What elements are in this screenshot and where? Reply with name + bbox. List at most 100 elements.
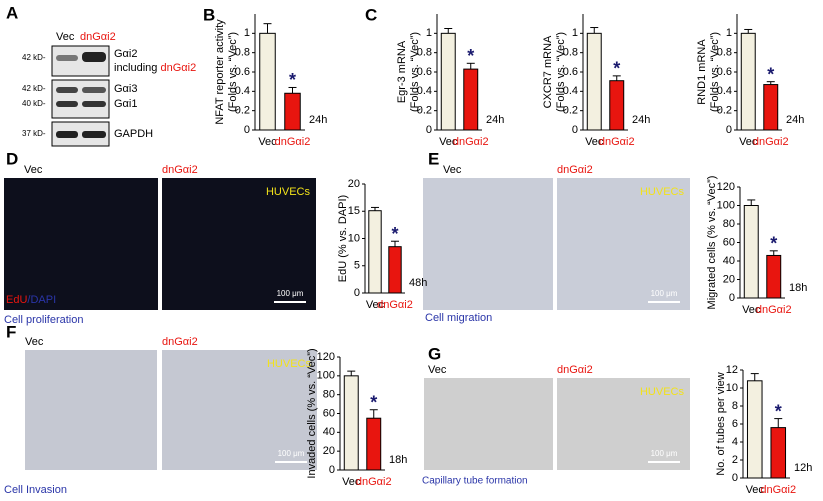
y-tick-label: 20 <box>723 273 735 285</box>
annotation: * <box>775 401 782 421</box>
y-axis-label: CXCR7 mRNA <box>542 35 554 108</box>
y-tick-label: 0 <box>426 124 432 136</box>
bar <box>743 205 759 299</box>
condition-label: Vec <box>24 164 43 176</box>
band <box>82 52 106 62</box>
y-tick-label: 40 <box>323 426 335 438</box>
stain-text: EdU <box>6 294 27 306</box>
y-axis-label: NFAT reporter activity <box>214 19 226 125</box>
y-tick-label: 0.2 <box>563 105 578 117</box>
y-tick-label: 1 <box>244 27 250 39</box>
y-tick-label: 100 <box>717 199 735 211</box>
x-tick-label: Vec <box>739 136 758 148</box>
y-tick-label: 20 <box>348 178 360 190</box>
y-axis-label: Migrated cells (% vs. “Vec”) <box>706 176 718 310</box>
y-axis-label: Invaded cells (% vs. “Vec”) <box>306 348 318 478</box>
x-tick-label: Vec <box>342 476 361 488</box>
caption: Cell proliferation <box>4 314 83 326</box>
y-tick-label: 5 <box>354 260 360 272</box>
cell-label: HUVECs <box>266 186 311 198</box>
y-axis-label: EdU (% vs. DAPI) <box>337 195 349 282</box>
note-text: dnGαi2 <box>160 62 196 74</box>
y-tick-label: 0.8 <box>563 47 578 59</box>
y-tick-label: 1 <box>726 27 732 39</box>
scale-label: 100 μm <box>277 289 304 298</box>
band <box>82 131 106 138</box>
x-tick-label: dnGαi2 <box>760 484 796 496</box>
y-tick-label: 8 <box>732 400 738 412</box>
y-tick-label: 0 <box>726 124 732 136</box>
y-tick-label: 12 <box>726 364 738 376</box>
blot-box <box>51 79 110 119</box>
x-tick-label: Vec <box>742 304 761 316</box>
bar <box>284 92 301 131</box>
y-tick-label: 0.6 <box>717 66 732 78</box>
x-tick-label: Vec <box>746 484 765 496</box>
bar <box>746 380 763 479</box>
annotation: * <box>289 70 296 90</box>
y-tick-label: 0.6 <box>235 66 250 78</box>
y-axis-label: (Folds vs. “Vec”) <box>227 32 239 112</box>
panel-label: D <box>6 149 18 168</box>
cell-label: HUVECs <box>640 186 685 198</box>
y-tick-label: 10 <box>348 232 360 244</box>
x-tick-label: Vec <box>585 136 604 148</box>
y-tick-label: 0.6 <box>417 66 432 78</box>
photo <box>424 378 553 470</box>
band <box>56 131 78 138</box>
band <box>56 87 78 93</box>
y-tick-label: 20 <box>323 445 335 457</box>
note: 48h <box>409 277 427 289</box>
y-axis-label: (Folds vs. “Vec”) <box>555 32 567 112</box>
caption: Cell migration <box>425 312 492 324</box>
x-tick-label: dnGαi2 <box>453 136 489 148</box>
annotation: * <box>770 234 777 254</box>
y-tick-label: 120 <box>717 181 735 193</box>
y-tick-label: 60 <box>323 407 335 419</box>
note: 24h <box>632 114 650 126</box>
photo <box>162 178 316 310</box>
panel-label: C <box>365 5 377 24</box>
marker: 42 kD- <box>22 84 46 93</box>
y-tick-label: 0 <box>732 472 738 484</box>
bar <box>763 84 779 131</box>
y-tick-label: 0 <box>572 124 578 136</box>
y-tick-label: 0 <box>729 292 735 304</box>
y-tick-label: 0.6 <box>563 66 578 78</box>
y-tick-label: 0 <box>354 287 360 299</box>
annotation: * <box>467 46 474 66</box>
y-axis-label: Egr-3 mRNA <box>396 40 408 103</box>
y-axis-label: RND1 mRNA <box>696 39 708 105</box>
bar <box>440 32 456 131</box>
y-tick-label: 0.8 <box>717 47 732 59</box>
annotation: * <box>391 224 398 244</box>
bar <box>343 375 359 471</box>
photo <box>557 378 690 470</box>
photo <box>423 178 553 310</box>
note: 12h <box>794 462 812 474</box>
caption: Cell Invasion <box>4 484 67 496</box>
protein: Gαi1 <box>114 98 137 110</box>
bar <box>766 254 782 299</box>
condition-label: dnGαi2 <box>557 364 593 376</box>
x-tick-label: dnGαi2 <box>356 476 392 488</box>
y-tick-label: 0.4 <box>717 85 732 97</box>
scale-label: 100 μm <box>278 449 305 458</box>
protein: Gαi3 <box>114 83 137 95</box>
protein: Gαi2 <box>114 48 137 60</box>
condition-label: Vec <box>443 164 462 176</box>
y-tick-label: 0.2 <box>717 105 732 117</box>
caption: Capillary tube formation <box>422 476 528 487</box>
x-tick-label: dnGαi2 <box>756 304 792 316</box>
stain-text: /DAPI <box>27 294 56 306</box>
bar <box>366 417 382 471</box>
y-tick-label: 1 <box>426 27 432 39</box>
y-tick-label: 2 <box>732 454 738 466</box>
note: 18h <box>789 282 807 294</box>
band <box>56 55 78 61</box>
scale-label: 100 μm <box>651 289 678 298</box>
x-tick-label: dnGαi2 <box>753 136 789 148</box>
y-tick-label: 100 <box>317 370 335 382</box>
y-tick-label: 10 <box>726 382 738 394</box>
y-tick-label: 0 <box>244 124 250 136</box>
